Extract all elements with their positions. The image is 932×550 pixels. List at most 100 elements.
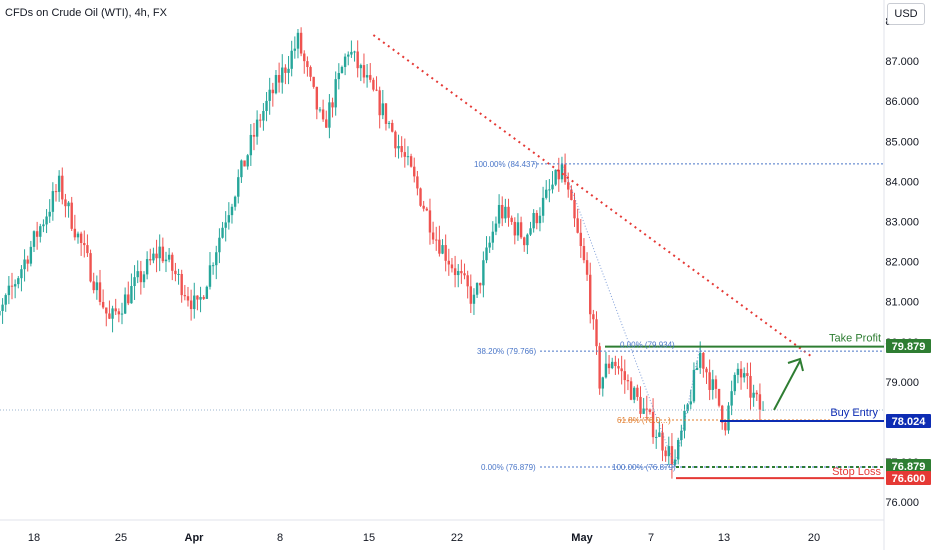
candle-body [557,169,560,180]
x-tick-label: May [571,532,593,544]
candle-body [296,32,300,49]
candle-body [435,239,438,241]
candle-body [161,246,165,262]
candle-body [130,286,133,304]
candle-body [400,146,403,153]
candle-body [202,296,205,299]
candle-body [221,227,224,238]
x-tick-label: 18 [28,532,40,544]
stop-loss-label: Stop Loss [832,466,881,478]
fib-label: 61.8% (78.0…) [617,416,671,425]
candle-body [359,65,363,69]
candle-body [485,247,488,261]
candle-body [127,294,130,304]
candle-body [746,373,749,376]
candle-body [488,242,491,248]
candle-body [353,51,356,53]
candle-body [529,228,532,235]
candle-body [406,156,410,158]
candle-body [340,66,344,74]
candle-body [761,409,765,411]
candle-body [290,50,293,69]
price-tag-text: 79.879 [892,341,926,353]
candle-body [303,53,306,62]
candle-body [243,160,246,167]
candle-body [711,379,714,390]
candle-body [639,396,642,414]
candle-body [384,103,388,124]
candle-body [287,68,290,73]
candle-body [32,231,36,247]
candle-body [673,459,677,465]
candle-body [174,270,177,275]
downtrend-line[interactable] [372,34,814,359]
currency-button[interactable]: USD [887,3,925,25]
candle-body [29,246,33,264]
candle-body [312,76,315,87]
candle-body [752,392,755,398]
candle-body [460,271,463,274]
candle-body [42,224,45,227]
candle-body [695,367,699,370]
candle-body [692,369,696,402]
candle-body [378,90,381,116]
candle-body [702,352,705,369]
candle-body [299,32,303,54]
candle-body [680,430,683,440]
candle-body [120,313,124,315]
candle-body [67,202,70,207]
candle-body [343,56,347,67]
candle-body [381,103,385,116]
candle-body [139,271,143,283]
candle-body [145,259,149,275]
candle-body [101,301,105,308]
candle-body [45,216,48,225]
y-tick-label: 81.000 [885,297,919,309]
candle-body [108,313,111,319]
candle-body [391,122,394,132]
candle-body [677,439,680,460]
symbol-title: CFDs on Crude Oil (WTI), 4h, FX [5,7,167,19]
candle-body [211,265,215,267]
candle-body [177,273,180,275]
candle-body [472,294,476,304]
candle-body [601,377,604,389]
candle-body [86,245,89,254]
candle-body [651,411,655,438]
candle-body [164,259,168,262]
candle-body [293,48,297,51]
candle-body [749,375,752,398]
y-axis-ticks-group: 76.00077.00078.00079.00080.00081.00082.0… [885,16,919,509]
fib-label: 100.00% (84.437) [474,160,538,169]
candle-body [26,259,29,264]
candle-body [699,352,702,368]
candle-body [208,265,212,287]
candle-body [532,212,535,229]
candle-body [422,205,425,209]
candle-body [224,222,227,228]
candle-body [274,75,278,94]
candle-body [350,51,353,55]
candle-body [475,282,479,295]
candle-body [548,189,551,191]
y-tick-label: 87.000 [885,56,919,68]
candle-body [23,259,26,270]
candle-body [64,199,67,207]
candle-body [111,308,114,319]
candle-body [271,89,275,94]
x-axis-ticks-group: 18 25 Apr 8 15 22 May 7 13 20 [28,532,820,544]
candle-body [123,294,127,314]
candle-body [0,310,1,316]
candle-body [595,319,598,347]
candle-body [431,232,435,240]
candle-body [79,233,83,244]
candle-body [76,233,80,238]
x-tick-label: 13 [718,532,730,544]
candle-body [655,436,658,438]
candle-body [585,260,589,275]
candle-body [240,160,243,178]
candle-body [252,134,256,137]
price-tag-fib_low [886,459,931,473]
